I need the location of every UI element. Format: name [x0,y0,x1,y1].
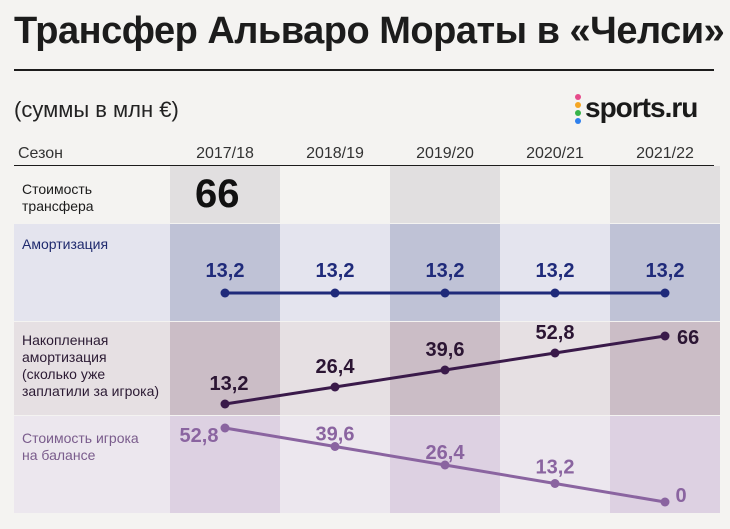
data-point [220,423,230,433]
transfer-column-band [390,166,500,223]
amortization-column-band [170,224,280,321]
season-column-header: 2018/19 [306,145,364,162]
amortization-row-band [14,224,714,321]
header-rule [14,165,714,166]
data-label: 13,2 [316,260,355,282]
data-label: 0 [675,485,686,507]
accumulated-label: Накопленная амортизация (сколько уже зап… [22,332,160,399]
data-point [220,399,230,409]
data-point [330,288,340,298]
data-label: 13,2 [536,260,575,282]
transfer-column-band [610,166,720,223]
data-point [330,442,340,451]
data-label: 66 [677,327,699,349]
data-point [550,288,560,298]
season-column-header: 2020/21 [526,145,584,162]
amortization-label: Амортизация [22,236,109,252]
data-label: 26,4 [426,442,466,464]
season-column-header: 2017/18 [196,145,254,162]
transfer-label: Стоимость трансфера [22,181,94,214]
season-column-header: 2021/22 [636,145,694,162]
season-header: Сезон [18,145,63,162]
data-label: 13,2 [206,260,245,282]
title-rule [14,69,714,71]
data-point [440,460,450,470]
data-label: 13,2 [536,457,575,479]
data-point [440,365,450,375]
data-label: 39,6 [426,339,465,361]
amortization-column-band [610,224,720,321]
data-point [660,288,670,298]
data-point [220,288,230,298]
chart-title: Трансфер Альваро Мораты в «Челси» [14,10,725,52]
data-point [660,497,670,507]
data-label: 13,2 [210,373,249,395]
logo-text: sports.ru [585,92,698,123]
data-label: 52,8 [180,425,219,447]
data-point [330,382,340,392]
amortization-column-band [390,224,500,321]
data-label: 13,2 [646,260,685,282]
balance-label: Стоимость игрока на балансе [22,430,139,463]
data-point [550,348,560,358]
transfer-column-band [170,166,280,223]
transfer-value: 66 [195,172,240,216]
data-label: 26,4 [316,356,356,378]
data-label: 13,2 [426,260,465,282]
balance-row-band [14,416,714,513]
accumulated-row-band [14,322,714,415]
data-point [440,288,450,298]
logo-dots-icon [575,94,581,126]
data-label: 52,8 [536,322,575,344]
data-label: 39,6 [316,424,355,446]
chart-subtitle: (суммы в млн €) [14,97,179,122]
data-point [550,479,560,488]
season-column-header: 2019/20 [416,145,474,162]
data-point [660,331,670,341]
